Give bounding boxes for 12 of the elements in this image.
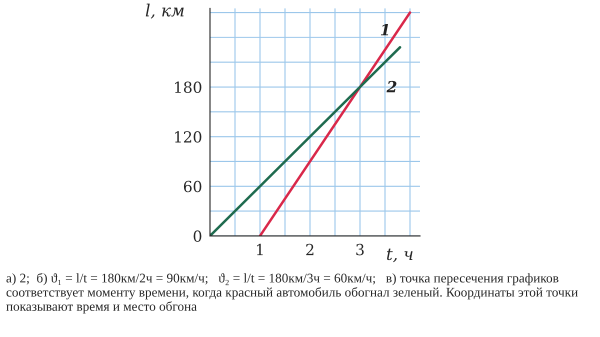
series-label: 1 bbox=[380, 24, 388, 36]
y-tick-label: 60 bbox=[184, 180, 202, 192]
x-tick-label: 3 bbox=[356, 244, 364, 256]
x-axis-title: t, ч bbox=[386, 248, 413, 262]
y-axis-title: l, км bbox=[146, 4, 184, 19]
x-tick-label: 1 bbox=[257, 244, 263, 256]
y-tick-label: 180 bbox=[175, 81, 202, 94]
series-label: 2 bbox=[386, 80, 396, 92]
text: а) 2; б) ϑ₁ = l/t = 180км/2ч = 90км/ч; ϑ₂ = l/t = 180км/3ч = 60км/ч; в) точка пересечения графиков соответствует моменту времени, когда красный автомобиль обогнал зеленый. Координаты этой точки показывают время и место обгона bbox=[6, 272, 578, 314]
y-tick-label: 0 bbox=[194, 230, 202, 242]
x-tick-label: 2 bbox=[306, 244, 314, 256]
y-tick-label: 120 bbox=[175, 131, 202, 143]
